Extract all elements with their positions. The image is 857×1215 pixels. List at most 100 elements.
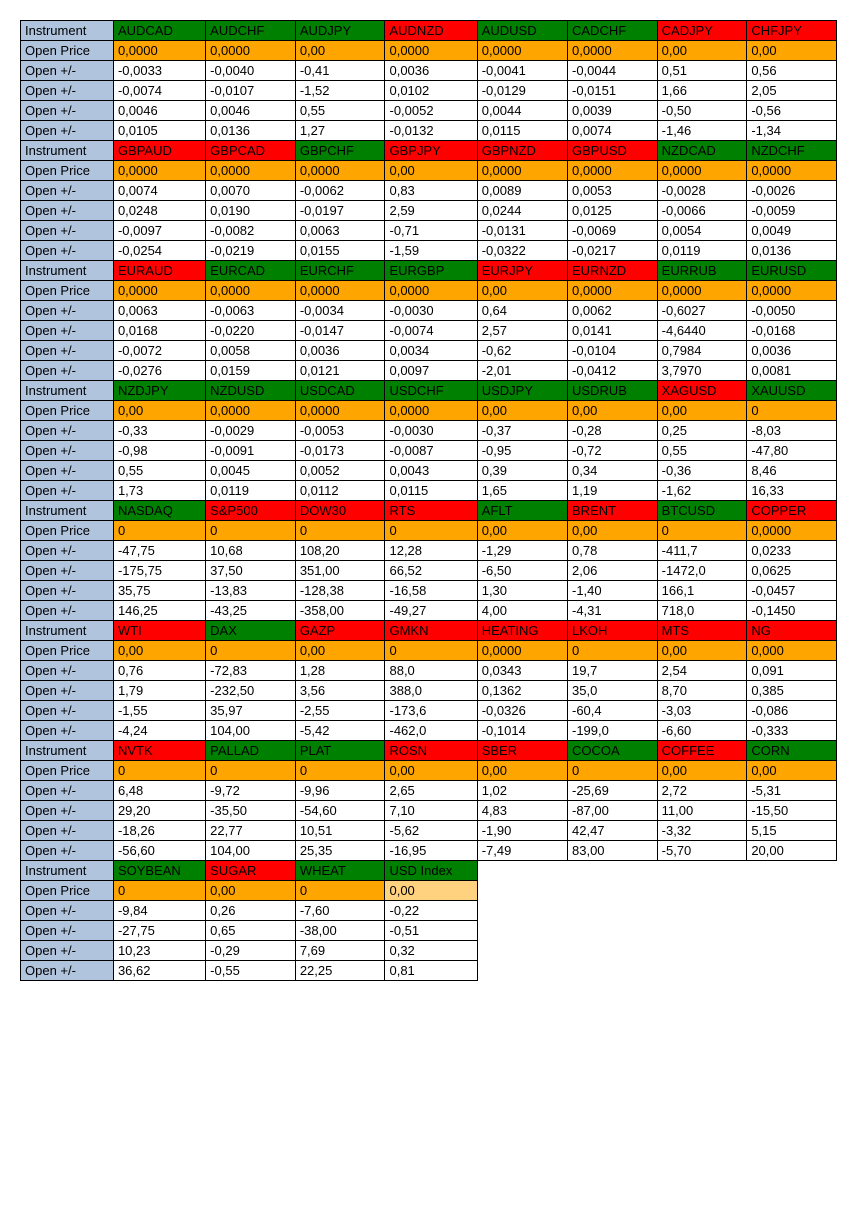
forex-data-table: InstrumentAUDCADAUDCHFAUDJPYAUDNZDAUDUSD…	[20, 20, 837, 981]
empty-cell	[568, 881, 658, 901]
open-pm-value: 0,091	[747, 661, 837, 681]
open-pm-row: Open +/--0,98-0,0091-0,0173-0,0087-0,95-…	[21, 441, 837, 461]
instrument-header: NZDUSD	[206, 381, 296, 401]
open-pm-value: -27,75	[113, 921, 205, 941]
open-pm-value: 146,25	[113, 601, 205, 621]
open-pm-value: 166,1	[657, 581, 747, 601]
open-pm-value: -4,31	[568, 601, 658, 621]
row-label-open-pm: Open +/-	[21, 61, 114, 81]
row-label-open-price: Open Price	[21, 281, 114, 301]
instrument-header: DAX	[206, 621, 296, 641]
row-label-open-pm: Open +/-	[21, 941, 114, 961]
open-pm-row: Open +/--27,750,65-38,00-0,51	[21, 921, 837, 941]
open-pm-value: -0,0091	[206, 441, 296, 461]
instrument-header: EURJPY	[477, 261, 567, 281]
open-pm-value: -0,0104	[568, 341, 658, 361]
row-label-open-pm: Open +/-	[21, 601, 114, 621]
row-label-instrument: Instrument	[21, 501, 114, 521]
open-pm-value: -16,58	[385, 581, 477, 601]
open-pm-value: -0,0087	[385, 441, 477, 461]
instrument-header-row: InstrumentNASDAQS&P500DOW30RTSAFLTBRENTB…	[21, 501, 837, 521]
row-label-open-pm: Open +/-	[21, 81, 114, 101]
open-pm-row: Open +/-10,23-0,297,690,32	[21, 941, 837, 961]
open-pm-value: 0,0036	[747, 341, 837, 361]
open-pm-value: 718,0	[657, 601, 747, 621]
empty-cell	[657, 941, 747, 961]
open-pm-value: 0,0119	[657, 241, 747, 261]
open-pm-value: 0,39	[477, 461, 567, 481]
open-pm-value: 35,75	[113, 581, 205, 601]
open-price-value: 0	[568, 761, 658, 781]
open-pm-value: 0,1362	[477, 681, 567, 701]
empty-cell	[477, 861, 567, 881]
open-pm-value: -1,90	[477, 821, 567, 841]
instrument-header: NVTK	[113, 741, 205, 761]
open-pm-value: -0,0041	[477, 61, 567, 81]
row-label-instrument: Instrument	[21, 741, 114, 761]
open-pm-value: -15,50	[747, 801, 837, 821]
open-pm-value: 0,76	[113, 661, 205, 681]
open-pm-row: Open +/-0,550,00450,00520,00430,390,34-0…	[21, 461, 837, 481]
open-price-value: 0,00	[385, 881, 477, 901]
open-pm-value: -0,0168	[747, 321, 837, 341]
instrument-header: USDJPY	[477, 381, 567, 401]
open-pm-row: Open +/-0,00740,0070-0,00620,830,00890,0…	[21, 181, 837, 201]
open-pm-value: 2,05	[747, 81, 837, 101]
open-pm-value: -358,00	[295, 601, 385, 621]
open-price-row: Open Price0,0000,0000,000000,000,000	[21, 641, 837, 661]
open-pm-value: -0,0069	[568, 221, 658, 241]
empty-cell	[747, 881, 837, 901]
open-price-value: 0,0000	[113, 161, 205, 181]
open-price-value: 0	[206, 641, 296, 661]
instrument-header: SUGAR	[206, 861, 296, 881]
open-pm-value: 2,54	[657, 661, 747, 681]
open-price-value: 0,00	[113, 641, 205, 661]
open-pm-value: 0,83	[385, 181, 477, 201]
open-pm-value: 3,56	[295, 681, 385, 701]
open-price-value: 0,00	[657, 641, 747, 661]
instrument-header: CADCHF	[568, 21, 658, 41]
open-pm-value: 0,0046	[113, 101, 205, 121]
open-price-value: 0,00	[657, 401, 747, 421]
open-pm-row: Open +/-6,48-9,72-9,962,651,02-25,692,72…	[21, 781, 837, 801]
open-price-row: Open Price0,00000,00000,00000,00000,000,…	[21, 281, 837, 301]
open-pm-value: 8,46	[747, 461, 837, 481]
open-pm-value: 0,0141	[568, 321, 658, 341]
open-pm-value: -1472,0	[657, 561, 747, 581]
open-pm-value: 0,0248	[113, 201, 205, 221]
open-pm-value: -43,25	[206, 601, 296, 621]
open-price-value: 0,0000	[568, 161, 658, 181]
open-pm-value: -5,62	[385, 821, 477, 841]
instrument-header: MTS	[657, 621, 747, 641]
open-price-value: 0,0000	[206, 281, 296, 301]
open-pm-value: -0,22	[385, 901, 477, 921]
open-pm-value: 4,83	[477, 801, 567, 821]
open-pm-value: -0,95	[477, 441, 567, 461]
open-pm-value: 0,0115	[385, 481, 477, 501]
open-pm-value: -13,83	[206, 581, 296, 601]
instrument-header: GAZP	[295, 621, 385, 641]
open-pm-row: Open +/-0,01050,01361,27-0,01320,01150,0…	[21, 121, 837, 141]
open-pm-row: Open +/--0,0074-0,0107-1,520,0102-0,0129…	[21, 81, 837, 101]
instrument-header: COFFEE	[657, 741, 747, 761]
open-pm-row: Open +/--18,2622,7710,51-5,62-1,9042,47-…	[21, 821, 837, 841]
empty-cell	[657, 861, 747, 881]
open-pm-value: -128,38	[295, 581, 385, 601]
open-pm-row: Open +/--175,7537,50351,0066,52-6,502,06…	[21, 561, 837, 581]
open-pm-value: 0,0112	[295, 481, 385, 501]
open-price-value: 0,00	[477, 281, 567, 301]
open-pm-value: -0,0074	[113, 81, 205, 101]
open-price-value: 0,0000	[385, 41, 477, 61]
empty-cell	[657, 881, 747, 901]
open-pm-row: Open +/-0,02480,0190-0,01972,590,02440,0…	[21, 201, 837, 221]
open-price-value: 0,00	[295, 641, 385, 661]
open-price-value: 0,0000	[113, 281, 205, 301]
empty-cell	[657, 901, 747, 921]
row-label-open-pm: Open +/-	[21, 221, 114, 241]
open-pm-value: -5,42	[295, 721, 385, 741]
open-pm-value: -0,0254	[113, 241, 205, 261]
instrument-header: USDCHF	[385, 381, 477, 401]
open-pm-value: 0,0054	[657, 221, 747, 241]
instrument-header: S&P500	[206, 501, 296, 521]
open-price-value: 0,0000	[295, 401, 385, 421]
